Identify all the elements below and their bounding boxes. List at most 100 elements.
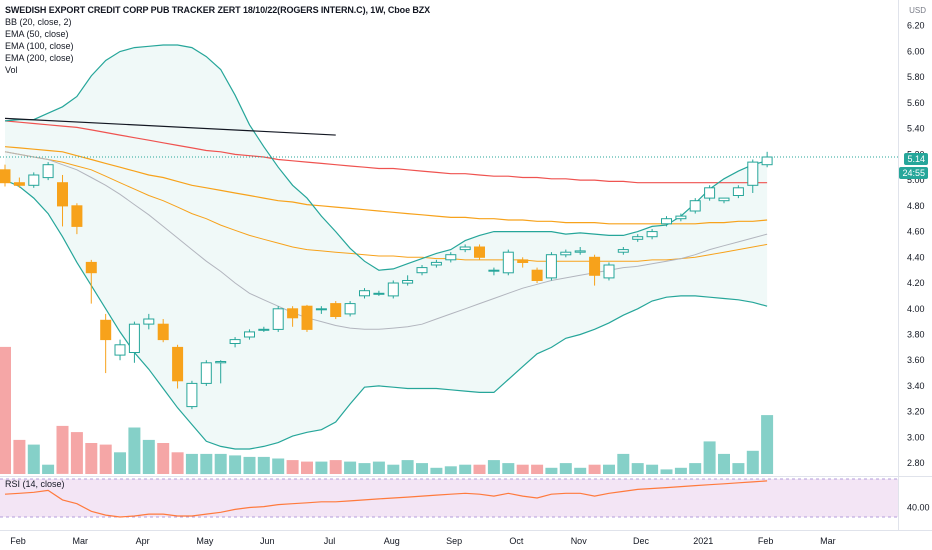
volume-bar bbox=[257, 456, 270, 474]
rsi-line bbox=[4, 480, 768, 518]
time-tick-label: Sep bbox=[446, 536, 462, 546]
candle-body bbox=[186, 382, 198, 408]
volume-bar bbox=[229, 455, 242, 474]
candle-body bbox=[517, 259, 529, 263]
volume-bar bbox=[142, 439, 155, 474]
volume-bar bbox=[401, 460, 414, 474]
candle-body bbox=[258, 328, 270, 331]
price-tick-label: 6.20 bbox=[907, 21, 925, 31]
volume-bar bbox=[42, 464, 55, 474]
candle-body bbox=[387, 282, 399, 297]
price-tick-label: 4.60 bbox=[907, 227, 925, 237]
candle-body bbox=[689, 200, 701, 212]
candle-body bbox=[114, 344, 126, 356]
time-tick-label: Mar bbox=[73, 536, 89, 546]
candle-body bbox=[13, 182, 25, 186]
candle-body bbox=[229, 339, 241, 345]
candle-body bbox=[359, 290, 370, 297]
volume-bar bbox=[473, 464, 486, 474]
volume-bar bbox=[200, 453, 213, 475]
price-tick-label: 5.80 bbox=[907, 72, 925, 82]
time-tick-label: Oct bbox=[509, 536, 524, 546]
time-tick-label: May bbox=[196, 536, 214, 546]
volume-bar bbox=[689, 463, 702, 474]
volume-bar bbox=[444, 466, 457, 475]
candle-body bbox=[416, 267, 428, 274]
candle-body bbox=[531, 269, 543, 282]
price-tick-label: 5.60 bbox=[907, 98, 925, 108]
volume-bar bbox=[761, 415, 774, 474]
price-tick-label: 3.80 bbox=[907, 330, 925, 340]
volume-bar bbox=[301, 461, 313, 474]
volume-bar bbox=[459, 464, 472, 474]
candle-body bbox=[502, 251, 514, 274]
ema100-line bbox=[4, 146, 768, 225]
volume-bar bbox=[416, 463, 428, 474]
volume-bar bbox=[718, 453, 730, 475]
volume-bar bbox=[531, 464, 544, 474]
candle-body bbox=[718, 197, 730, 202]
rsi-band bbox=[0, 479, 898, 517]
candle-body bbox=[459, 246, 471, 251]
volume-bar bbox=[588, 464, 601, 474]
time-tick-label: Dec bbox=[633, 536, 650, 546]
price-tick-label: 2.80 bbox=[907, 458, 925, 468]
candle-body bbox=[747, 161, 759, 186]
volume-bar bbox=[732, 463, 745, 474]
candle-body bbox=[632, 236, 644, 240]
currency-label: USD bbox=[909, 6, 926, 15]
volume-bar bbox=[243, 456, 256, 474]
volume-bar bbox=[99, 444, 112, 474]
volume-bar bbox=[315, 461, 328, 474]
price-tick-label: 4.20 bbox=[907, 278, 925, 288]
volume-bar bbox=[85, 443, 98, 474]
candle-body bbox=[488, 269, 500, 272]
volume-bar bbox=[128, 427, 141, 474]
price-tick-label: 5.40 bbox=[907, 124, 925, 134]
trendline bbox=[4, 117, 336, 136]
bb-upper-line bbox=[4, 44, 768, 271]
candle-body bbox=[244, 331, 255, 338]
candle-body bbox=[57, 182, 68, 207]
price-tick-label: 3.00 bbox=[907, 432, 925, 442]
candle-body bbox=[430, 261, 442, 266]
candle-body bbox=[675, 215, 687, 220]
time-tick-label: Apr bbox=[136, 536, 150, 546]
volume-bar bbox=[559, 463, 572, 474]
volume-bar bbox=[631, 463, 644, 474]
legend-bb: BB (20, close, 2) bbox=[5, 17, 72, 27]
price-tick-label: 4.80 bbox=[907, 201, 925, 211]
bb-fill bbox=[5, 45, 768, 449]
volume-bar bbox=[0, 346, 11, 474]
rsi-legend: RSI (14, close) bbox=[5, 479, 65, 489]
volume-bar bbox=[344, 461, 357, 474]
time-tick-label: 2021 bbox=[693, 536, 713, 546]
candle-body bbox=[128, 323, 140, 354]
ema200-line bbox=[4, 120, 768, 184]
bar-countdown-badge: 24:55 bbox=[899, 167, 928, 179]
bb-basis-line bbox=[4, 151, 768, 330]
chart-legend: SWEDISH EXPORT CREDIT CORP PUB TRACKER Z… bbox=[5, 4, 430, 76]
candle-body bbox=[589, 256, 601, 276]
candle-body bbox=[373, 292, 385, 295]
volume-bar bbox=[674, 467, 687, 474]
volume-bar bbox=[646, 464, 659, 474]
candle-body bbox=[545, 254, 557, 279]
time-tick-label: Nov bbox=[571, 536, 588, 546]
price-tick-label: 4.00 bbox=[907, 304, 925, 314]
legend-ema100: EMA (100, close) bbox=[5, 41, 74, 51]
price-tick-label: 3.60 bbox=[907, 355, 925, 365]
price-tick-label: 3.20 bbox=[907, 407, 925, 417]
time-tick-label: Jun bbox=[260, 536, 275, 546]
volume-bar bbox=[603, 464, 615, 474]
volume-bar bbox=[487, 460, 500, 474]
candle-body bbox=[85, 261, 97, 274]
candle-body bbox=[0, 169, 11, 184]
time-tick-label: Feb bbox=[758, 536, 774, 546]
volume-bar bbox=[516, 464, 529, 474]
legend-symbol-title: SWEDISH EXPORT CREDIT CORP PUB TRACKER Z… bbox=[5, 5, 431, 15]
volume-bar bbox=[545, 467, 558, 474]
time-tick-label: Mar bbox=[820, 536, 836, 546]
